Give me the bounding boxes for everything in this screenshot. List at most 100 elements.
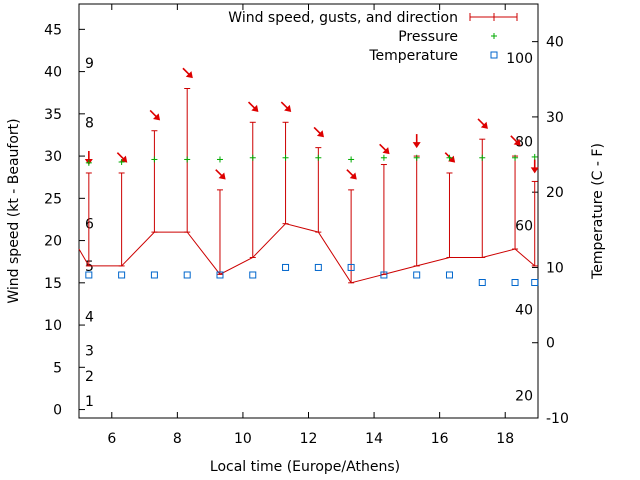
- wind-direction-arrow: [444, 152, 456, 163]
- fahrenheit-label: 20: [515, 388, 533, 404]
- temperature-point: [531, 279, 539, 287]
- temperature-point: [413, 271, 421, 279]
- temperature-point: [282, 263, 290, 271]
- pressure-point: [315, 154, 322, 161]
- pressure-point: [249, 154, 256, 161]
- wind-arrow-head: [530, 167, 539, 174]
- temperature-point: [511, 279, 519, 287]
- beaufort-label: 1: [85, 394, 94, 410]
- wind-direction-arrow: [530, 159, 539, 174]
- y2-tick-label: 10: [546, 260, 564, 276]
- x-tick-label: 14: [365, 431, 383, 447]
- y-tick-label: 20: [44, 234, 62, 250]
- wind-arrow-head: [382, 147, 390, 155]
- pressure-point: [348, 156, 355, 163]
- legend-swatch-square: [490, 51, 498, 59]
- legend-label: Temperature: [368, 48, 458, 64]
- pressure-point: [479, 154, 486, 161]
- fahrenheit-labels: 20 40 60 80 100: [506, 51, 533, 404]
- y-tick-label: 35: [44, 107, 62, 123]
- series: [78, 67, 539, 287]
- y2-tick-label: 0: [546, 336, 555, 352]
- temperature-point: [478, 279, 486, 287]
- temperature-point: [347, 263, 355, 271]
- pressure-point: [282, 154, 289, 161]
- wind-arrow-head: [316, 130, 324, 138]
- pressure-point: [85, 159, 92, 166]
- x-tick-label: 6: [107, 431, 116, 447]
- x-tick-label: 8: [173, 431, 182, 447]
- wind-direction-arrow: [313, 126, 324, 138]
- temperature-point: [183, 271, 191, 279]
- y-tick-label: 30: [44, 149, 62, 165]
- x-tick-label: 12: [300, 431, 318, 447]
- wind-direction-arrow: [412, 134, 421, 149]
- temperature-point: [314, 263, 322, 271]
- wind-arrow-head: [412, 142, 421, 149]
- wind-direction-arrow: [280, 101, 292, 112]
- temperature-point: [150, 271, 158, 279]
- beaufort-label: 9: [85, 56, 94, 72]
- temperature-point: [216, 271, 224, 279]
- legend-label: Wind speed, gusts, and direction: [228, 10, 458, 26]
- pressure-point: [531, 153, 538, 160]
- wind-arrow-head: [448, 155, 456, 163]
- x-tick-label: 16: [431, 431, 449, 447]
- wind-arrow-head: [218, 172, 226, 180]
- pressure-point: [184, 156, 191, 163]
- beaufort-label: 4: [85, 310, 94, 326]
- fahrenheit-label: 40: [515, 303, 533, 319]
- y-tick-label: 0: [53, 403, 62, 419]
- wind-arrow-head: [152, 113, 161, 121]
- wind-arrow-head: [251, 104, 259, 112]
- wind-direction-arrow: [182, 67, 193, 79]
- pressure-point: [413, 154, 420, 161]
- pressure-point: [118, 158, 125, 165]
- wind-arrow-head: [513, 138, 521, 146]
- legend: Wind speed, gusts, and direction Pressure…: [228, 10, 518, 64]
- wind-arrow-head: [185, 71, 193, 79]
- pressure-point: [216, 156, 223, 163]
- wind-direction-arrow: [149, 109, 161, 121]
- temperature-point: [380, 271, 388, 279]
- y-tick-label: 40: [44, 65, 62, 81]
- fahrenheit-label: 100: [506, 51, 533, 67]
- y2-tick-label: 40: [546, 35, 564, 51]
- y-tick-label: 25: [44, 191, 62, 207]
- y2-tick-label: 20: [546, 185, 564, 201]
- wind-arrow-head: [284, 104, 292, 112]
- temperature-point: [249, 271, 257, 279]
- beaufort-label: 8: [85, 115, 94, 131]
- pressure-point: [512, 154, 519, 161]
- wind-direction-arrow: [215, 169, 226, 180]
- wind-direction-arrow: [247, 101, 259, 112]
- pressure-point: [380, 154, 387, 161]
- y-tick-label: 10: [44, 318, 62, 334]
- y-tick-label: 45: [44, 22, 62, 38]
- temperature-point: [445, 271, 453, 279]
- wind-direction-arrow: [477, 118, 488, 129]
- y-tick-label: 5: [53, 360, 62, 376]
- y2-axis-title: Temperature (C - F): [590, 143, 606, 280]
- beaufort-label: 6: [85, 217, 94, 233]
- fahrenheit-label: 80: [515, 135, 533, 151]
- wind-arrow-head: [349, 172, 357, 180]
- axes: 6 8 10 12 14 16 18051015202530354045-100102030…: [44, 4, 569, 447]
- wind-speed-line: [78, 223, 536, 284]
- beaufort-label: 2: [85, 369, 94, 385]
- beaufort-label: 5: [85, 259, 94, 275]
- pressure-point: [446, 154, 453, 161]
- pressure-point: [151, 156, 158, 163]
- beaufort-label: 3: [85, 343, 94, 359]
- x-axis-title: Local time (Europe/Athens): [210, 459, 400, 475]
- x-tick-label: 18: [496, 431, 514, 447]
- legend-label: Pressure: [398, 29, 458, 45]
- fahrenheit-label: 60: [515, 218, 533, 234]
- y2-tick-label: 30: [546, 110, 564, 126]
- wind-direction-arrow: [379, 143, 390, 155]
- wind-arrow-head: [480, 121, 488, 129]
- y-tick-label: 15: [44, 276, 62, 292]
- temperature-point: [118, 271, 126, 279]
- temperature-point: [85, 271, 93, 279]
